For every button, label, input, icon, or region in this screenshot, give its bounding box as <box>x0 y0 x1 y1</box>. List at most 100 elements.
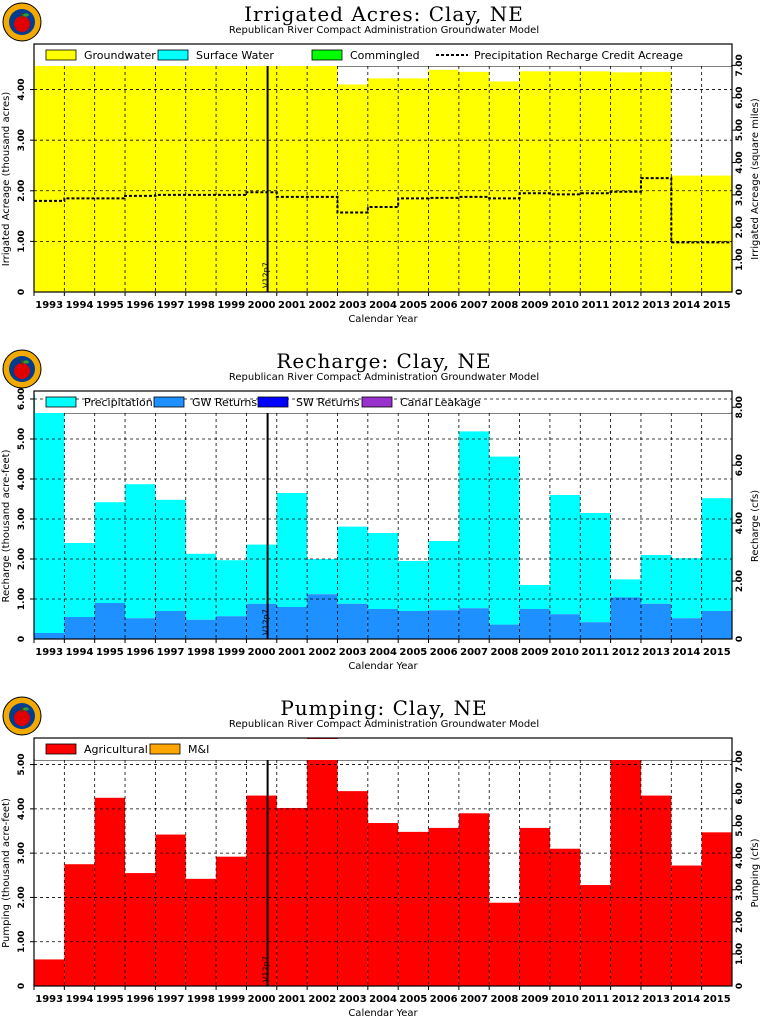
y-tick-label: 2.00 <box>17 180 27 202</box>
y-right-tick-label: 1.00 <box>735 943 745 965</box>
x-tick-label: 1997 <box>157 647 185 658</box>
bar-groundwater-2000 <box>246 50 277 293</box>
x-tick-label: 2009 <box>521 300 549 311</box>
bar-gw-returns-2013 <box>640 603 672 639</box>
bar-gw-returns-2015 <box>701 611 732 639</box>
y-tick-label: 6.00 <box>17 388 27 410</box>
x-tick-label: 2007 <box>460 994 488 1005</box>
bar-groundwater-1997 <box>155 48 186 293</box>
y-right-tick-label: 0 <box>735 636 745 642</box>
chart-subtitle: Republican River Compact Administration … <box>228 719 540 730</box>
x-tick-label: 2005 <box>399 647 427 658</box>
bar-groundwater-1993 <box>34 60 65 292</box>
x-tick-label: 2015 <box>703 300 731 311</box>
bar-groundwater-2015 <box>701 175 732 292</box>
bar-precipitation-1995 <box>94 502 126 603</box>
x-tick-label: 2014 <box>673 300 701 311</box>
bar-precipitation-2005 <box>398 561 429 611</box>
bar-gw-returns-2006 <box>428 610 459 639</box>
x-tick-label: 2000 <box>248 300 276 311</box>
y-tick-label: 4.00 <box>17 78 27 100</box>
legend-label: Groundwater <box>84 49 156 62</box>
legend-label: Canal Leakage <box>400 396 481 409</box>
y-right-tick-label: 2.00 <box>735 570 745 592</box>
plot-frame <box>33 43 733 293</box>
bar-precipitation-1994 <box>64 543 95 617</box>
bar-groundwater-2004 <box>367 78 399 293</box>
legend-label: GW Returns <box>192 396 257 409</box>
bar-gw-returns-1996 <box>125 618 156 639</box>
bar-gw-returns-2011 <box>580 622 611 639</box>
x-tick-label: 1996 <box>126 300 154 311</box>
bar-groundwater-1994 <box>64 54 95 292</box>
apple-seal-icon <box>2 2 42 42</box>
y-tick-label: 2.00 <box>17 548 27 570</box>
apple-seal-graphic <box>2 696 42 736</box>
bar-precipitation-2009 <box>519 585 550 609</box>
legend-swatch <box>361 396 393 408</box>
y-right-tick-label: 6.00 <box>735 454 745 476</box>
plot-frame <box>33 390 733 640</box>
y-tick-label: 4.00 <box>17 468 27 490</box>
bar-precipitation-2003 <box>337 526 368 604</box>
x-tick-label: 2001 <box>278 300 306 311</box>
apple-stem <box>21 13 23 18</box>
x-tick-label: 2013 <box>642 300 670 311</box>
legend-swatch <box>157 49 189 61</box>
bar-agricultural-1997 <box>155 834 186 986</box>
bar-groundwater-2012 <box>610 72 641 292</box>
bar-agricultural-2015 <box>701 832 732 986</box>
bar-gw-returns-1995 <box>94 603 126 639</box>
bar-agricultural-1996 <box>125 873 156 986</box>
y-right-axis-label: Recharge (cfs) <box>750 490 761 562</box>
recharge-panel: Recharge: Clay, NE Republican River Comp… <box>0 347 768 687</box>
y-right-axis-label: Pumping (cfs) <box>750 838 761 907</box>
x-tick-label: 2005 <box>399 300 427 311</box>
bar-agricultural-2000 <box>246 795 277 986</box>
irrigated-acres-chart: Groundwater Surface Water Commingled Precip… <box>1 43 761 325</box>
x-tick-label: 1998 <box>187 647 215 658</box>
x-tick-label: 1993 <box>35 300 63 311</box>
bar-precipitation-2010 <box>549 495 581 615</box>
x-tick-label: 2009 <box>521 647 549 658</box>
x-axis-label: Calendar Year <box>348 1008 418 1019</box>
x-tick-label: 2008 <box>490 994 518 1005</box>
bars <box>34 738 732 986</box>
bar-groundwater-2013 <box>640 71 672 292</box>
x-tick-label: 2002 <box>308 647 336 658</box>
bar-precipitation-2013 <box>640 555 672 604</box>
bar-precipitation-1997 <box>155 499 186 611</box>
y-tick-label: 3.00 <box>17 508 27 530</box>
legend-label: Commingled <box>350 49 420 62</box>
x-tick-label: 2011 <box>582 647 610 658</box>
legend-background <box>35 739 731 760</box>
x-tick-label: 2008 <box>490 300 518 311</box>
legend-swatch <box>45 396 77 408</box>
x-tick-label: 2000 <box>248 647 276 658</box>
bar-agricultural-2004 <box>367 823 399 986</box>
y-tick-label: 3.00 <box>17 842 27 864</box>
y-tick-label: 1.00 <box>17 588 27 610</box>
x-tick-label: 2013 <box>642 647 670 658</box>
bar-agricultural-2012 <box>610 757 641 986</box>
y-right-tick-label: 7.00 <box>735 750 745 772</box>
legend-label: SW Returns <box>296 396 360 409</box>
bar-gw-returns-2008 <box>489 624 520 639</box>
x-tick-label: 1996 <box>126 647 154 658</box>
bar-precipitation-2012 <box>610 579 641 598</box>
y-right-tick-label: 5.00 <box>735 119 745 141</box>
chart-subtitle: Republican River Compact Administration … <box>228 372 540 383</box>
y-tick-label: 0 <box>17 636 27 642</box>
y-right-tick-label: 0 <box>735 983 745 989</box>
chart-title: Recharge: Clay, NE <box>276 349 492 373</box>
x-tick-label: 1995 <box>96 300 124 311</box>
y-right-tick-label: 4.00 <box>735 847 745 869</box>
bar-gw-returns-2000 <box>246 603 277 639</box>
y-right-tick-label: 2.00 <box>735 216 745 238</box>
bar-precipitation-1996 <box>125 484 156 619</box>
bar-gw-returns-2012 <box>610 597 641 639</box>
bar-groundwater-1998 <box>185 49 217 293</box>
chart-subtitle: Republican River Compact Administration … <box>228 25 540 36</box>
bars <box>34 48 732 293</box>
